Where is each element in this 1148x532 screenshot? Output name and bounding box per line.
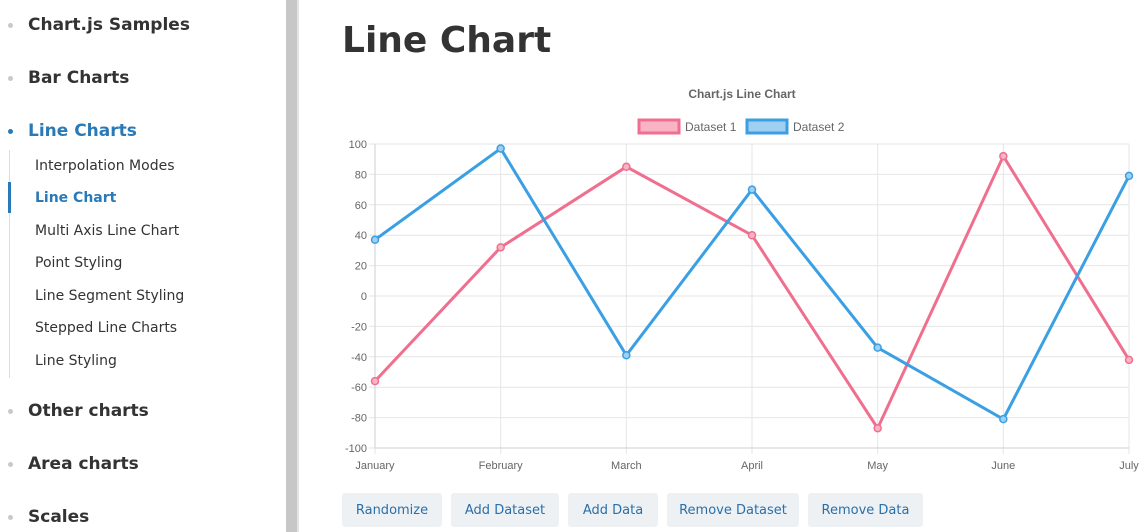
- y-tick-label: 80: [355, 169, 367, 181]
- y-tick-label: -60: [351, 382, 367, 394]
- legend-label: Dataset 2: [793, 120, 845, 134]
- data-point-dataset-1[interactable]: [622, 162, 631, 172]
- data-point-dataset-1[interactable]: [496, 243, 505, 252]
- data-point-dataset-2[interactable]: [873, 343, 882, 352]
- sidebar-section-label: Other charts: [28, 401, 149, 421]
- sidebar-section-label: Area charts: [28, 454, 139, 474]
- y-tick-label: -40: [351, 352, 367, 364]
- data-point-dataset-1[interactable]: [370, 376, 380, 386]
- sidebar-item-line-chart[interactable]: Line Chart: [35, 190, 117, 206]
- bullet-icon: [8, 515, 13, 520]
- x-tick-label: April: [741, 460, 763, 472]
- x-tick-label: July: [1119, 460, 1139, 472]
- bullet-icon: [8, 409, 13, 414]
- y-tick-label: 20: [355, 261, 367, 273]
- sidebar-item-multi-axis-line-chart[interactable]: Multi Axis Line Chart: [35, 223, 180, 239]
- add-data-button[interactable]: Add Data: [568, 493, 658, 527]
- data-point-dataset-1[interactable]: [873, 423, 882, 433]
- chart-title: Chart.js Line Chart: [688, 87, 795, 101]
- add-dataset-button[interactable]: Add Dataset: [451, 493, 559, 527]
- legend-label: Dataset 1: [685, 120, 737, 134]
- bullet-icon: [8, 76, 13, 81]
- legend-swatch: [745, 118, 789, 135]
- y-axis: 100 80 60 40 20 0 -20 -40 -60 -80 -100: [345, 139, 367, 455]
- remove-data-button[interactable]: Remove Data: [808, 493, 923, 527]
- y-tick-label: 0: [361, 291, 367, 303]
- data-point-dataset-2[interactable]: [370, 235, 380, 245]
- active-indicator: [8, 182, 11, 213]
- sidebar-item-stepped-line-charts[interactable]: Stepped Line Charts: [35, 320, 178, 336]
- sidebar-item-line-styling[interactable]: Line Styling: [35, 353, 117, 369]
- sidebar-section-label: Scales: [28, 507, 90, 527]
- y-tick-label: 100: [349, 139, 367, 151]
- data-point-dataset-2[interactable]: [1124, 171, 1134, 181]
- x-tick-label: January: [355, 460, 395, 472]
- x-tick-label: March: [611, 460, 642, 472]
- legend-item-dataset-2[interactable]: Dataset 2: [745, 118, 845, 135]
- line-chart[interactable]: Chart.js Line Chart Dataset 1 Dataset 2 1…: [330, 80, 1145, 478]
- bullet-icon: [8, 23, 13, 28]
- sidebar-section-label: Chart.js Samples: [28, 15, 190, 35]
- sidebar: Chart.js Samples Bar Charts Line Charts …: [0, 0, 286, 532]
- sidebar-resize-handle[interactable]: [286, 0, 299, 532]
- x-axis: January February March April May June July: [355, 460, 1139, 472]
- bullet-icon: [8, 462, 13, 467]
- data-point-dataset-2[interactable]: [999, 414, 1008, 424]
- data-point-dataset-2[interactable]: [747, 185, 757, 194]
- x-tick-label: May: [867, 460, 888, 472]
- sidebar-item-interpolation-modes[interactable]: Interpolation Modes: [35, 158, 175, 174]
- y-tick-label: 60: [355, 200, 367, 212]
- bullet-icon: [8, 129, 13, 134]
- sidebar-item-point-styling[interactable]: Point Styling: [35, 255, 123, 271]
- x-tick-label: February: [479, 460, 524, 472]
- data-point-dataset-1[interactable]: [747, 230, 757, 240]
- legend-item-dataset-1[interactable]: Dataset 1: [637, 118, 737, 135]
- y-tick-label: -100: [345, 443, 367, 455]
- y-tick-label: -20: [351, 321, 367, 333]
- legend-swatch: [637, 118, 681, 135]
- sidebar-section-label: Bar Charts: [28, 68, 130, 88]
- x-tick-label: June: [991, 460, 1015, 472]
- line-charts-submenu: Interpolation Modes Line Chart Multi Axi…: [8, 150, 280, 378]
- sidebar-item-line-segment-styling[interactable]: Line Segment Styling: [35, 288, 185, 304]
- randomize-button[interactable]: Randomize: [342, 493, 442, 527]
- chart-series: [370, 144, 1134, 433]
- page-title: Line Chart: [342, 20, 552, 61]
- y-tick-label: 40: [355, 230, 367, 242]
- data-point-dataset-1[interactable]: [999, 151, 1008, 161]
- data-point-dataset-1[interactable]: [1124, 355, 1134, 365]
- sidebar-section-label: Line Charts: [28, 121, 137, 141]
- data-point-dataset-2[interactable]: [622, 351, 631, 360]
- y-tick-label: -80: [351, 413, 367, 425]
- chart-legend: Dataset 1 Dataset 2: [637, 118, 845, 135]
- data-point-dataset-2[interactable]: [496, 144, 505, 153]
- remove-dataset-button[interactable]: Remove Dataset: [667, 493, 799, 527]
